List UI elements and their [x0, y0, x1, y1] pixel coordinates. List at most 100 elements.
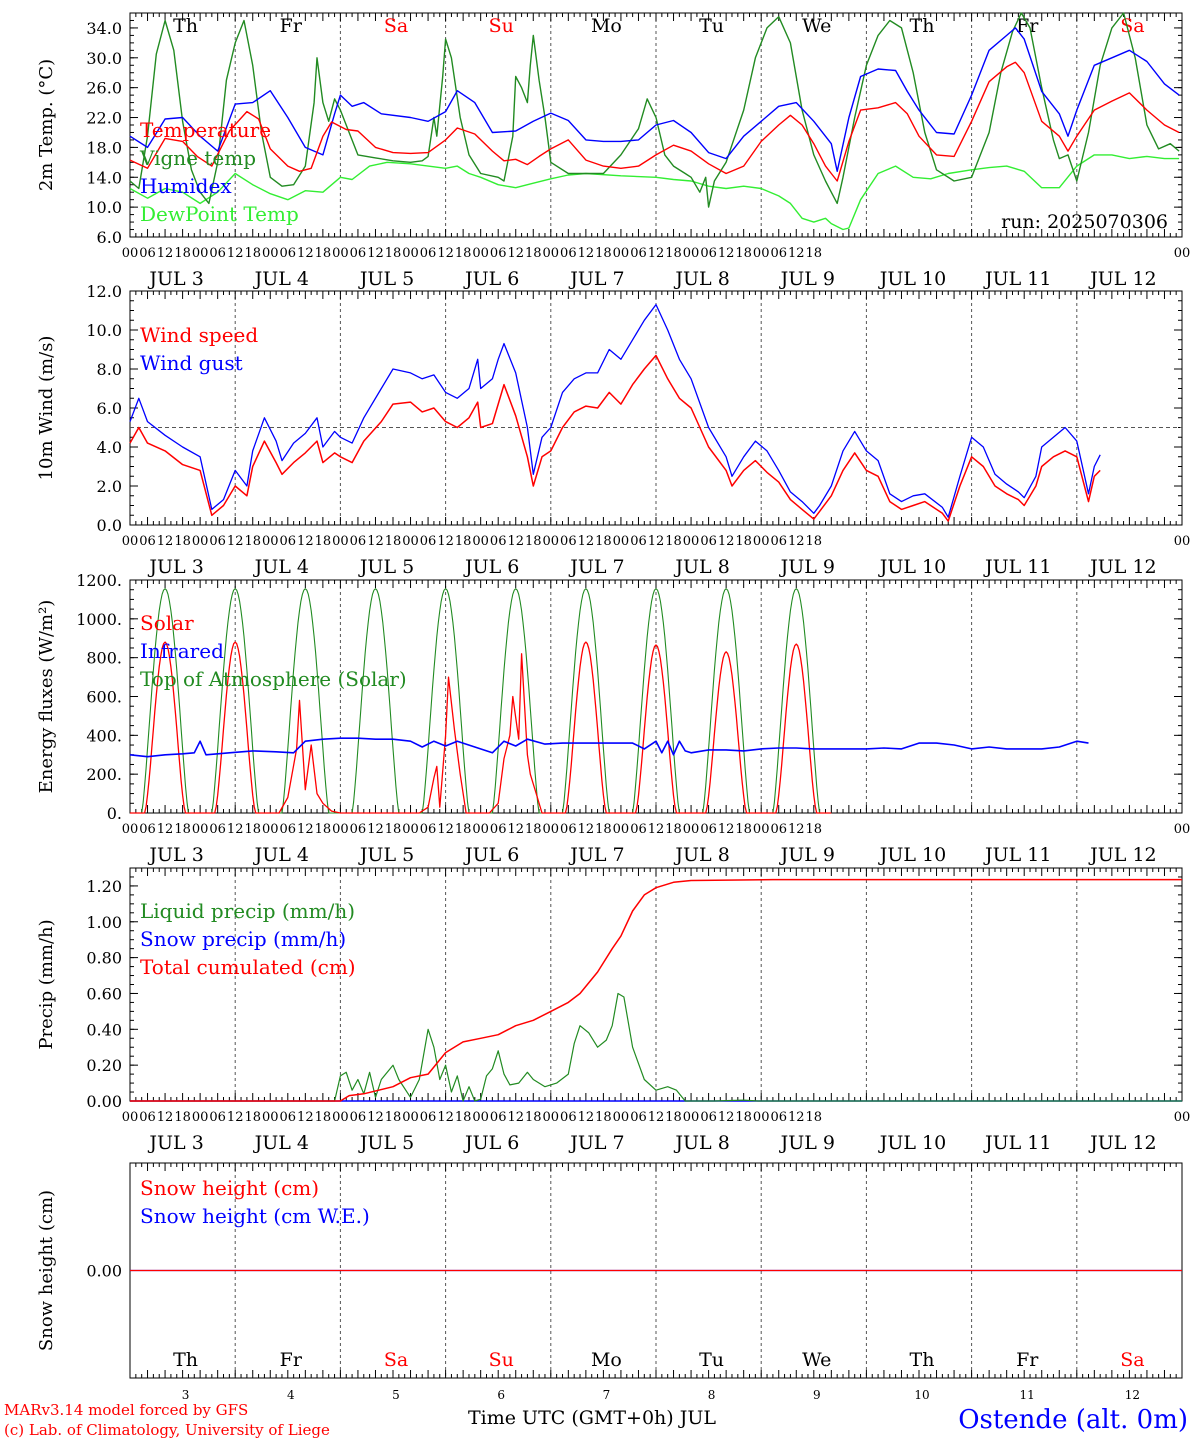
y-axis-title: 10m Wind (m/s) — [36, 336, 57, 481]
y-tick-label: 0.60 — [86, 984, 122, 1003]
hour-label: 18 — [665, 534, 682, 549]
hour-label: 00 — [262, 822, 279, 837]
hour-label: 06 — [630, 1110, 647, 1125]
date-label: JUL 4 — [253, 556, 309, 578]
hour-label: 00 — [753, 246, 770, 261]
hour-label: 00 — [683, 246, 700, 261]
y-tick-label: 800. — [86, 649, 122, 668]
series-line — [130, 878, 1182, 1102]
hour-label: 18 — [385, 822, 402, 837]
series-line — [130, 992, 1182, 1102]
hour-label: 12 — [578, 1110, 595, 1125]
hour-label: 06 — [630, 534, 647, 549]
hour-label: 12 — [297, 1110, 314, 1125]
hour-label: 12 — [437, 822, 454, 837]
date-label: JUL 11 — [983, 844, 1051, 866]
hour-label: 00 — [122, 534, 139, 549]
hour-label: 06 — [139, 822, 156, 837]
hour-label: 12 — [507, 246, 524, 261]
hour-label: 06 — [420, 1110, 437, 1125]
day-number: 12 — [1125, 1388, 1140, 1402]
legend-entry: Wind gust — [140, 351, 243, 375]
day-name: Th — [173, 1349, 198, 1371]
y-tick-label: 0.00 — [86, 1262, 122, 1281]
hour-label: 06 — [630, 246, 647, 261]
hour-label: 06 — [280, 534, 297, 549]
hour-label: 00 — [472, 534, 489, 549]
hour-label: 18 — [315, 246, 332, 261]
hour-label: 00 — [402, 246, 419, 261]
legend-entry: Snow precip (mm/h) — [140, 927, 346, 951]
hour-label: 18 — [595, 534, 612, 549]
hour-label: 12 — [648, 1110, 665, 1125]
hour-label: 00 — [192, 534, 209, 549]
day-name: Th — [173, 15, 198, 37]
day-number: 3 — [182, 1388, 190, 1402]
hour-label: 12 — [157, 822, 174, 837]
hour-label: 06 — [490, 246, 507, 261]
day-name: Su — [489, 1349, 514, 1371]
day-name: Fr — [1016, 1349, 1039, 1371]
footer: MARv3.14 model forced by GFS (c) Lab. of … — [4, 1401, 1188, 1439]
y-tick-label: 8.0 — [97, 360, 122, 379]
hour-label: 00 — [192, 246, 209, 261]
date-label: JUL 8 — [673, 556, 729, 578]
date-label: JUL 11 — [983, 556, 1051, 578]
date-label: JUL 10 — [878, 556, 946, 578]
date-label: JUL 12 — [1088, 268, 1156, 290]
hour-label: 06 — [560, 246, 577, 261]
y-tick-label: 0.80 — [86, 949, 122, 968]
date-label: JUL 6 — [463, 1132, 519, 1154]
hour-label: 06 — [560, 822, 577, 837]
hour-label: 06 — [490, 1110, 507, 1125]
hour-label: 18 — [385, 1110, 402, 1125]
hour-label: 00 — [543, 822, 560, 837]
hour-label: 12 — [367, 246, 384, 261]
day-name: Su — [489, 15, 514, 37]
hour-label: 12 — [718, 1110, 735, 1125]
y-tick-label: 30.0 — [86, 49, 122, 68]
hour-label: 06 — [700, 1110, 717, 1125]
hour-label: 06 — [700, 822, 717, 837]
hour-label: 18 — [735, 246, 752, 261]
day-name: Sa — [1120, 1349, 1144, 1371]
hour-label: 00 — [753, 822, 770, 837]
date-label: JUL 5 — [358, 1132, 414, 1154]
series-line — [129, 354, 1101, 522]
date-label: JUL 10 — [878, 844, 946, 866]
y-tick-label: 10.0 — [86, 198, 122, 217]
hour-label: 12 — [648, 534, 665, 549]
day-number: 8 — [708, 1388, 716, 1402]
hour-label: 12 — [157, 246, 174, 261]
hour-label: 00 — [683, 1110, 700, 1125]
date-label: JUL 8 — [673, 268, 729, 290]
hour-label: 00 — [683, 822, 700, 837]
hour-label: 00 — [332, 534, 349, 549]
hour-label: 00 — [613, 1110, 630, 1125]
y-tick-label: 200. — [86, 765, 122, 784]
hour-label: 18 — [735, 822, 752, 837]
y-tick-label: 0. — [107, 804, 122, 823]
hour-label: 12 — [788, 1110, 805, 1125]
hour-label: 00 — [262, 1110, 279, 1125]
y-tick-label: 1200. — [76, 571, 122, 590]
hour-label: 12 — [297, 246, 314, 261]
legend-entry: Infrared — [140, 639, 224, 663]
legend-entry: Liquid precip (mm/h) — [140, 899, 355, 923]
hour-label: 12 — [507, 534, 524, 549]
hour-label: 06 — [350, 822, 367, 837]
y-axis-title: Precip (mm/h) — [36, 919, 57, 1049]
y-axis-title: Energy fluxes (W/m²) — [36, 600, 57, 794]
hour-label: 18 — [595, 1110, 612, 1125]
day-name: We — [802, 1349, 831, 1371]
legend-entry: Vigne temp — [139, 146, 256, 170]
date-label: JUL 7 — [568, 1132, 624, 1154]
series-line — [129, 61, 1180, 182]
hour-label: 12 — [367, 534, 384, 549]
series-line — [129, 12, 1180, 208]
hour-label: 00 — [402, 534, 419, 549]
legend-entry: Total cumulated (cm) — [140, 955, 356, 979]
hour-label: 06 — [139, 1110, 156, 1125]
hour-label: 00 — [122, 1110, 139, 1125]
